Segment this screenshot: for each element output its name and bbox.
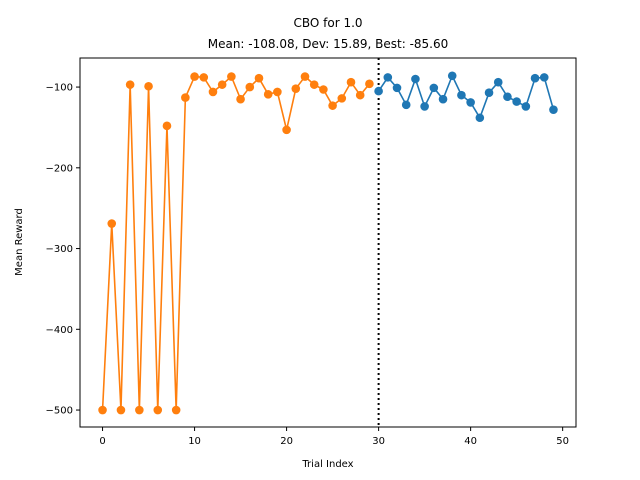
series-1-point [319, 85, 328, 94]
series-1-point [254, 73, 264, 83]
chart-subtitle: Mean: -108.08, Dev: 15.89, Best: -85.60 [208, 37, 449, 51]
series-2-point [420, 102, 429, 111]
series-1-point [208, 87, 218, 97]
series-2-point [374, 86, 383, 96]
y-axis-title: Mean Reward [14, 208, 25, 276]
series-1-point [135, 405, 144, 415]
series-1-point [365, 79, 374, 89]
x-tick-label: 10 [188, 436, 201, 447]
series-1-point [337, 94, 347, 103]
series-1-line [101, 75, 371, 411]
series-2-point [466, 98, 475, 107]
series-1-point [328, 101, 337, 110]
series-2-point [549, 105, 558, 114]
series-1-point [227, 72, 236, 81]
x-tick-label: 30 [372, 436, 385, 447]
series-2-point [429, 83, 439, 93]
series-2-point [530, 73, 540, 83]
series-1-point [263, 90, 273, 99]
series-1-point [98, 405, 107, 415]
y-tick-label: −400 [46, 325, 73, 336]
series-2-point [539, 73, 549, 82]
marks-layer [98, 58, 558, 427]
series-2-point [447, 71, 457, 81]
x-tick-label: 40 [464, 436, 477, 447]
x-tick-label: 20 [280, 436, 293, 447]
y-tick-label: −500 [46, 406, 73, 417]
y-axis: −500 −400 −300 −200 −100 [46, 83, 80, 417]
series-1-point [236, 94, 245, 104]
series-2-line [377, 73, 555, 120]
x-axis-title: Trial Index [301, 459, 353, 470]
x-tick-label: 0 [99, 436, 105, 447]
series-2-point [457, 90, 466, 100]
series-2-point [493, 77, 503, 87]
series-1-point [181, 93, 190, 102]
series-1-point [291, 84, 301, 93]
y-tick-label: −200 [46, 163, 73, 174]
chart-title: CBO for 1.0 [293, 16, 362, 30]
series-1-point [245, 82, 255, 92]
series-1-point [309, 80, 319, 89]
series-1-point [125, 80, 135, 89]
series-1-point [217, 80, 227, 89]
series-2-point [512, 97, 521, 106]
x-tick-label: 50 [556, 436, 569, 447]
series-2-point [401, 100, 411, 110]
series-2-point [392, 83, 402, 93]
series-1-point [190, 72, 199, 81]
y-tick-label: −100 [46, 83, 73, 94]
series-2-point [411, 74, 420, 84]
series-1-point [300, 72, 310, 81]
series-2-point [383, 73, 393, 82]
series-2-point [475, 113, 485, 123]
series-2-point [484, 88, 494, 98]
series-1-point [153, 405, 163, 415]
series-1-point [282, 125, 291, 135]
series-1-point [171, 405, 181, 415]
series-1-point [273, 87, 282, 97]
x-axis: 0 10 20 30 40 50 [99, 427, 569, 447]
series-2-point [503, 92, 512, 102]
series-1-point [162, 121, 172, 131]
series-1-point [355, 90, 365, 100]
plot-frame [79, 57, 577, 428]
series-1-point [346, 77, 356, 87]
series-1-point [199, 73, 209, 82]
y-tick-label: −300 [46, 244, 73, 255]
series-2-point [521, 102, 531, 111]
series-2-point [438, 94, 448, 104]
series-1-point [107, 219, 117, 228]
series-1-point [144, 81, 153, 91]
series-1-point [116, 405, 126, 415]
plot-area [79, 57, 577, 428]
